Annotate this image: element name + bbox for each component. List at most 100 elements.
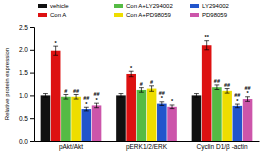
- annotation: ##: [234, 92, 240, 98]
- error-bar: [74, 94, 79, 99]
- legend-item: Con A+PD98059: [114, 12, 172, 18]
- error-bar: [63, 94, 68, 99]
- legend-swatch: [114, 13, 123, 17]
- y-tick-label: 0.0: [19, 138, 28, 145]
- annotation: *: [85, 101, 88, 107]
- bar: [147, 89, 157, 141]
- error-bar: [139, 88, 144, 93]
- annotation: *: [236, 98, 239, 104]
- y-tick-label: 0.5: [19, 115, 28, 122]
- x-tick-label: pAkt/Akt: [59, 143, 83, 151]
- legend-item: PD98059: [190, 12, 228, 18]
- plot: 0.0 0.5 1.0 1.5 2.0 2.5 pAkt/Akt pERK1/2/ERK Cyc…: [19, 24, 260, 151]
- annotation: #: [140, 81, 143, 87]
- bar: [41, 95, 51, 141]
- series: [82, 102, 243, 141]
- legend-swatch: [114, 4, 123, 8]
- error-bar: [129, 71, 134, 76]
- bar: [233, 106, 243, 141]
- bar: [212, 87, 222, 141]
- y-tick: 2.0: [19, 46, 34, 53]
- annotation: *: [130, 65, 133, 71]
- bar: [222, 91, 232, 141]
- annotation: #: [64, 88, 67, 94]
- annotation: ##: [244, 85, 250, 91]
- error-bar: [204, 41, 209, 50]
- y-tick-label: 2.0: [19, 46, 28, 53]
- y-tick-mark: [30, 141, 34, 142]
- legend-label: Con A+LY294002: [126, 3, 173, 9]
- error-bar: [225, 89, 230, 94]
- error-bar: [170, 105, 175, 109]
- annotation: ##: [83, 95, 89, 101]
- x-tick: pERK1/2/ERK: [126, 141, 168, 151]
- error-bar: [149, 86, 154, 91]
- annotation: *: [161, 95, 164, 101]
- bar: [92, 105, 102, 141]
- bar: [116, 95, 126, 141]
- x-axis: pAkt/Akt pERK1/2/ERK Cyclin D1/β -actin: [35, 141, 260, 151]
- error-bar: [194, 94, 199, 98]
- y-tick: 1.0: [19, 92, 34, 99]
- y-axis-title: Relative protein expression: [4, 48, 10, 120]
- y-tick-label: 1.5: [19, 69, 28, 76]
- legend-label: Con A+PD98059: [126, 12, 172, 18]
- y-tick: 0.0: [19, 138, 34, 145]
- legend-item: vehicle: [38, 3, 69, 9]
- bar: [137, 90, 147, 141]
- error-bar: [43, 94, 48, 98]
- chart: 0.0 0.5 1.0 1.5 2.0 2.5 pAkt/Akt pERK1/2/ERK Cyc…: [0, 0, 265, 155]
- annotation: *: [171, 98, 174, 104]
- annotation: #: [150, 79, 153, 85]
- annotation: ##: [93, 91, 99, 97]
- series: [51, 41, 212, 141]
- legend-swatch: [190, 13, 199, 17]
- marks: [41, 41, 253, 141]
- error-bar: [119, 94, 124, 98]
- bar: [192, 95, 202, 141]
- bar: [243, 99, 253, 141]
- y-tick-mark: [30, 73, 34, 74]
- y-tick-mark: [30, 118, 34, 119]
- series: [41, 94, 202, 141]
- y-tick: 1.5: [19, 69, 34, 76]
- series: [71, 86, 232, 141]
- x-tick-label: pERK1/2/ERK: [126, 143, 168, 151]
- legend-swatch: [190, 4, 199, 8]
- y-tick-label: 2.5: [19, 24, 28, 31]
- legend: vehicle Con A Con A+LY294002 Con A+PD98059 L…: [38, 3, 230, 18]
- annotation: ##: [73, 88, 79, 94]
- y-tick-label: 1.0: [19, 92, 28, 99]
- bar: [202, 45, 212, 141]
- bar: [167, 107, 177, 141]
- error-bar: [84, 107, 89, 111]
- annotation: ##: [224, 82, 230, 88]
- annotation: ##: [159, 90, 165, 96]
- legend-label: LY294002: [202, 3, 230, 9]
- x-tick: pAkt/Akt: [59, 141, 83, 151]
- legend-label: Con A: [50, 12, 66, 18]
- y-tick-mark: [30, 50, 34, 51]
- series: [61, 85, 222, 141]
- error-bar: [53, 46, 58, 55]
- y-axis-line: [30, 28, 35, 142]
- annotation: ##: [214, 78, 220, 84]
- bar: [51, 51, 61, 141]
- annotations: ****#########*##*##*##*##**##: [55, 34, 251, 107]
- y-tick-mark: [30, 95, 34, 96]
- legend-label: vehicle: [50, 3, 69, 9]
- error-bar: [214, 85, 219, 90]
- error-bar: [94, 103, 99, 108]
- x-tick: Cyclin D1/β -actin: [196, 141, 247, 151]
- legend-item: Con A: [38, 12, 66, 18]
- x-tick-label: Cyclin D1/β -actin: [196, 143, 247, 151]
- y-tick-mark: [30, 27, 34, 28]
- y-axis: 0.0 0.5 1.0 1.5 2.0 2.5: [19, 24, 35, 145]
- bar: [71, 97, 81, 141]
- bar: [82, 109, 92, 141]
- annotation: *: [55, 40, 58, 46]
- error-bar: [245, 97, 250, 102]
- bar: [157, 104, 167, 141]
- bar: [61, 97, 71, 141]
- legend-swatch: [38, 13, 47, 17]
